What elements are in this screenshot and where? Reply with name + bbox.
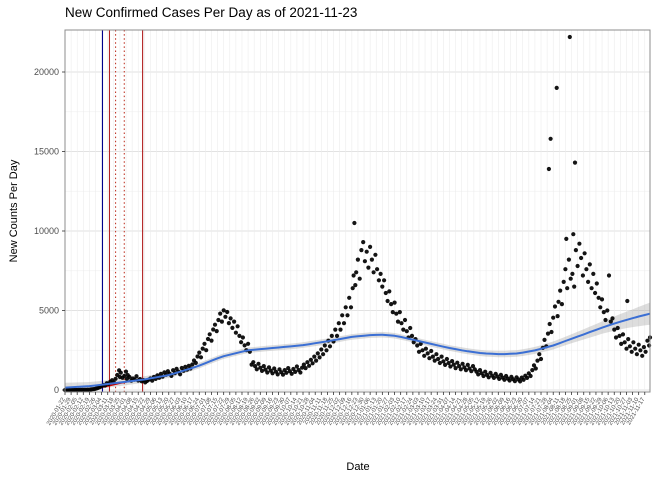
x-axis-title: Date	[346, 461, 370, 473]
svg-text:5000: 5000	[39, 306, 59, 316]
svg-text:0: 0	[54, 385, 59, 395]
svg-text:20000: 20000	[34, 67, 59, 77]
chart-title: New Confirmed Cases Per Day as of 2021-1…	[65, 5, 358, 20]
svg-text:15000: 15000	[34, 147, 59, 157]
svg-text:10000: 10000	[34, 226, 59, 236]
